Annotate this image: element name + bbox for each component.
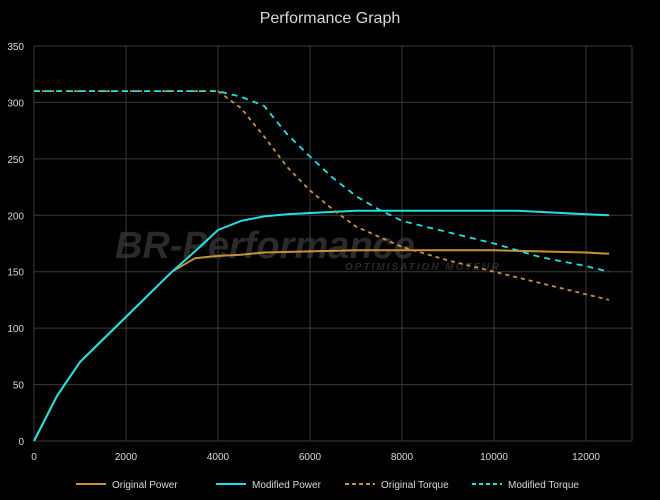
y-tick-label: 100 [7,324,24,335]
x-tick-label: 2000 [115,452,138,463]
legend-label: Modified Torque [508,480,579,491]
y-tick-label: 350 [7,42,24,53]
x-tick-label: 12000 [572,452,600,463]
x-tick-label: 6000 [299,452,322,463]
y-tick-label: 50 [13,381,25,392]
x-tick-label: 0 [31,452,37,463]
watermark-logo: BR-Performance [115,225,415,267]
y-tick-label: 300 [7,98,24,109]
watermark-subtitle: OPTIMISATION MOTEUR [345,262,501,273]
legend-label: Original Torque [381,480,449,491]
legend-label: Modified Power [252,480,322,491]
y-tick-label: 200 [7,211,24,222]
series-line-modified-torque [34,90,610,273]
series-line-modified-power [33,209,610,442]
legend-label: Original Power [112,480,178,491]
y-tick-label: 0 [18,437,24,448]
y-tick-label: 150 [7,268,24,279]
y-tick-label: 250 [7,155,24,166]
x-tick-label: 8000 [391,452,414,463]
chart-title: Performance Graph [259,10,401,27]
series-line-original-torque [34,90,610,301]
x-tick-label: 10000 [480,452,508,463]
x-tick-label: 4000 [207,452,230,463]
